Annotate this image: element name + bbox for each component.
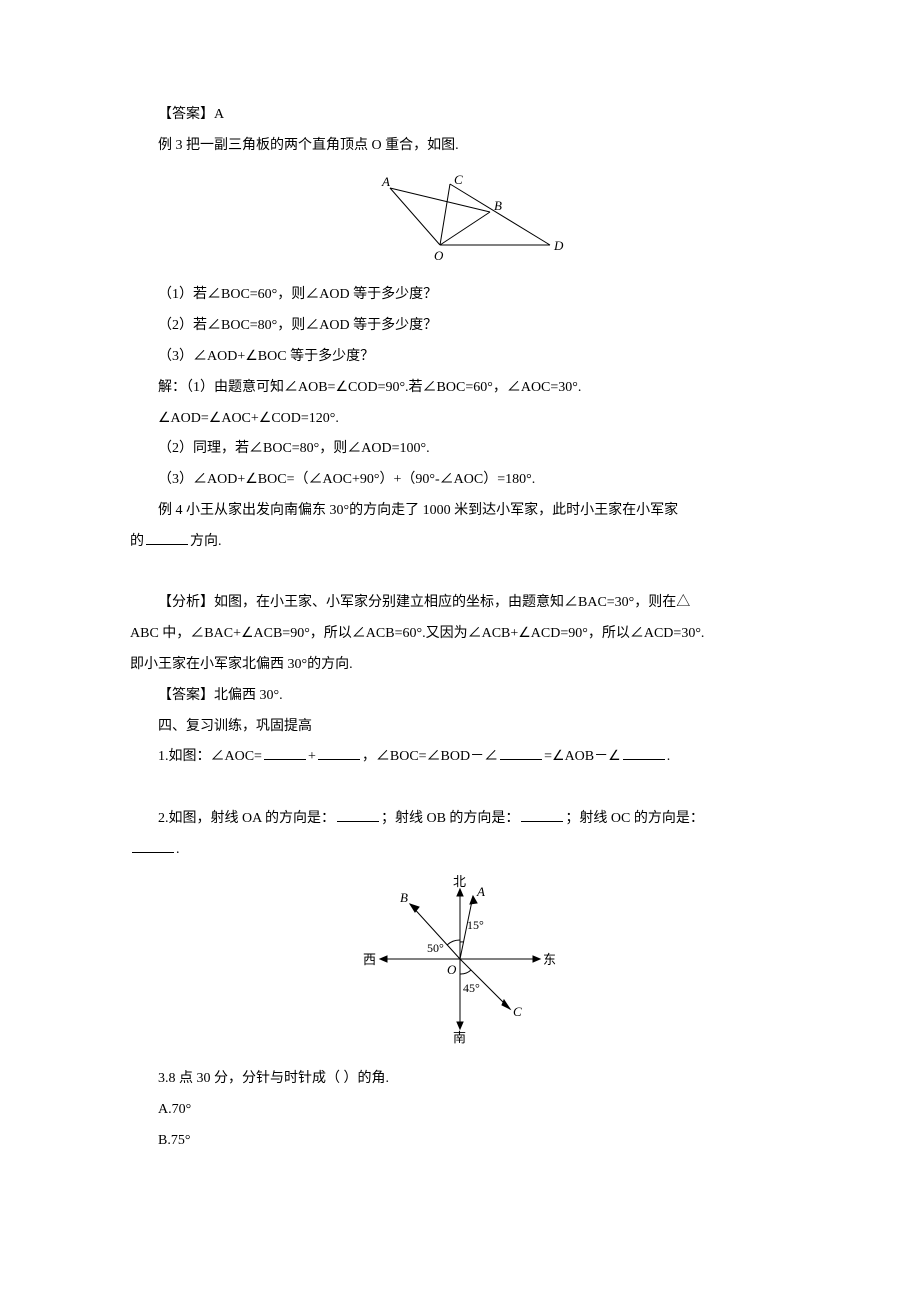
problem-3: 3.8 点 30 分，分针与时针成（ ）的角. <box>130 1064 790 1095</box>
label-15: 15° <box>467 918 484 932</box>
p1-a: 1.如图：∠AOC= <box>158 749 262 764</box>
blank-1c <box>500 745 542 760</box>
compass-diagram: 北 南 东 西 A B C O 15° 50° 45° <box>345 874 575 1044</box>
analysis-l1: 【分析】如图，在小王家、小军家分别建立相应的坐标，由题意知∠BAC=30°，则在… <box>130 588 790 619</box>
problem-2-l1: 2.如图，射线 OA 的方向是： ；射线 OB 的方向是： ；射线 OC 的方向是： <box>130 804 790 835</box>
label-C2: C <box>513 1004 522 1019</box>
label-O2: O <box>447 962 457 977</box>
ex4-suffix: 方向. <box>190 534 222 549</box>
analysis-l1a: 如图，在小王家、小军家分别建立相应的坐标，由题意知∠BAC=30°，则在△ <box>214 595 690 610</box>
p1-d: =∠AOB－∠ <box>544 749 621 764</box>
ex3-sol3: （3）∠AOD+∠BOC=（∠AOC+90°）+（90°-∠AOC）=180°. <box>130 465 790 496</box>
blank-ex4 <box>146 530 188 545</box>
section4-title: 四、复习训练，巩固提高 <box>130 712 790 743</box>
blank-2a <box>337 807 379 822</box>
label-east: 东 <box>543 952 556 967</box>
ex3-title: 例 3 把一副三角板的两个直角顶点 O 重合，如图. <box>130 131 790 162</box>
label-O: O <box>434 248 444 260</box>
p1-c: ，∠BOC=∠BOD－∠ <box>362 749 498 764</box>
label-west: 西 <box>363 952 376 967</box>
spacer-2 <box>130 773 790 804</box>
label-B: B <box>494 198 502 213</box>
label-south: 南 <box>453 1030 466 1044</box>
blank-1a <box>264 745 306 760</box>
blank-2c <box>132 838 174 853</box>
label-45: 45° <box>463 981 480 995</box>
ex3-sol1: 解：（1）由题意可知∠AOB=∠COD=90°.若∠BOC=60°，∠AOC=3… <box>130 373 790 404</box>
triangle-diagram: A C B O D <box>340 170 580 260</box>
ex4-prefix-cont: 的 <box>130 534 144 549</box>
label-50: 50° <box>427 941 444 955</box>
label-B2: B <box>400 890 408 905</box>
p2-c: ；射线 OC 的方向是： <box>565 811 703 826</box>
ex4-line2: 的 方向. <box>130 527 790 558</box>
problem-2-l2: . <box>130 835 790 866</box>
analysis-label: 【分析】 <box>158 595 214 610</box>
spacer-1 <box>130 558 790 589</box>
figure-2: 北 南 东 西 A B C O 15° 50° 45° <box>130 874 790 1057</box>
p2-d: . <box>176 842 180 857</box>
p2-b: ；射线 OB 的方向是： <box>381 811 519 826</box>
ex3-q3: （3）∠AOD+∠BOC 等于多少度？ <box>130 342 790 373</box>
label-D: D <box>553 238 564 253</box>
blank-1d <box>623 745 665 760</box>
answer-2: 【答案】北偏西 30°. <box>130 681 790 712</box>
analysis-l2: ABC 中，∠BAC+∠ACB=90°，所以∠ACB=60°.又因为∠ACB+∠… <box>130 619 790 650</box>
p1-b: + <box>308 749 316 764</box>
ex4-line1: 例 4 小王从家出发向南偏东 30°的方向走了 1000 米到达小军家，此时小王… <box>130 496 790 527</box>
page: 【答案】A 例 3 把一副三角板的两个直角顶点 O 重合，如图. A C B O… <box>0 0 920 1302</box>
ex4-prefix: 例 4 小王从家出发向南偏东 30°的方向走了 1000 米到达小军家，此时小王… <box>158 503 678 518</box>
p1-e: . <box>667 749 671 764</box>
ex3-q1: （1）若∠BOC=60°，则∠AOD 等于多少度？ <box>130 280 790 311</box>
label-A2: A <box>476 884 485 899</box>
answer-a: 【答案】A <box>130 100 790 131</box>
label-C: C <box>454 172 463 187</box>
blank-2b <box>521 807 563 822</box>
problem-3-optB: B.75° <box>130 1126 790 1157</box>
problem-1: 1.如图：∠AOC= + ，∠BOC=∠BOD－∠ =∠AOB－∠. <box>130 742 790 773</box>
ex3-sol1b: ∠AOD=∠AOC+∠COD=120°. <box>130 404 790 435</box>
analysis-l3: 即小王家在小军家北偏西 30°的方向. <box>130 650 790 681</box>
blank-1b <box>318 745 360 760</box>
figure-1: A C B O D <box>130 170 790 273</box>
ex3-q2: （2）若∠BOC=80°，则∠AOD 等于多少度？ <box>130 311 790 342</box>
p2-a: 2.如图，射线 OA 的方向是： <box>158 811 335 826</box>
label-A: A <box>381 174 390 189</box>
label-north: 北 <box>453 874 466 889</box>
ex3-sol2: （2）同理，若∠BOC=80°，则∠AOD=100°. <box>130 434 790 465</box>
problem-3-optA: A.70° <box>130 1095 790 1126</box>
